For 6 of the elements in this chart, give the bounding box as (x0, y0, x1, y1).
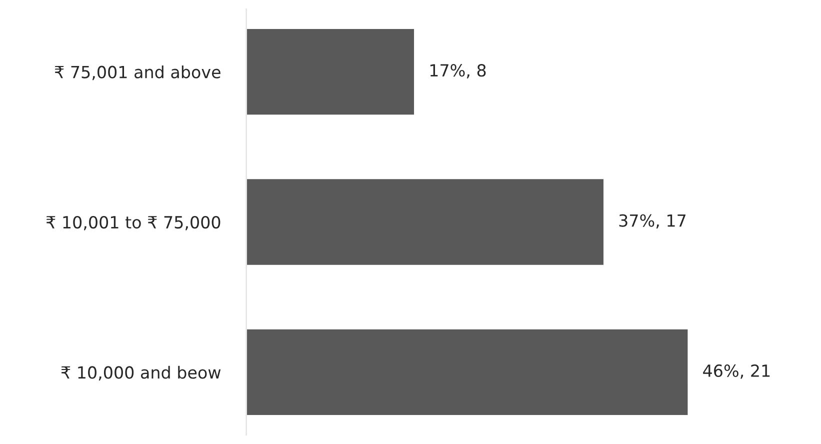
y-tick-label: ₹ 10,000 and beow (61, 366, 221, 380)
data-label: 46%, 21 (703, 364, 770, 379)
y-tick-label: ₹ 75,001 and above (54, 65, 220, 80)
y-tick-label: ₹ 10,001 to ₹ 75,000 (46, 216, 220, 230)
data-label: 17%, 8 (430, 64, 486, 78)
data-label: 37%, 17 (619, 214, 686, 229)
